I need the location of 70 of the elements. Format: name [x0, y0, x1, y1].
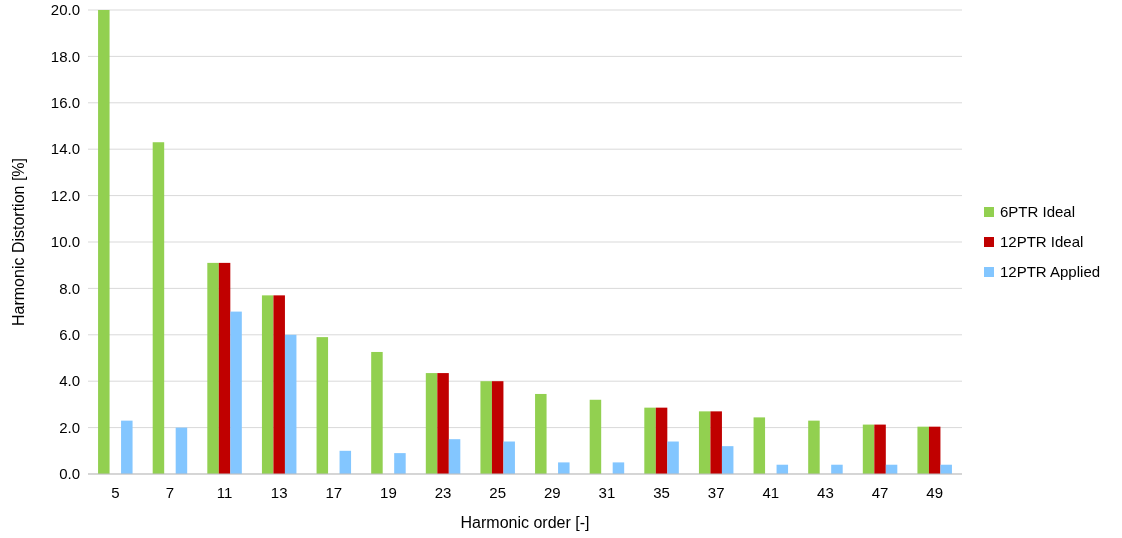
bar	[491, 381, 504, 474]
bar	[721, 446, 734, 474]
bar	[98, 10, 110, 474]
y-tick-label: 0.0	[59, 465, 80, 483]
bar	[753, 417, 766, 474]
x-tick-label: 41	[762, 484, 780, 501]
legend-label: 12PTR Applied	[1000, 263, 1101, 281]
y-tick-label: 18.0	[50, 47, 80, 65]
bar	[558, 462, 570, 474]
bar	[394, 453, 406, 474]
x-tick-label: 49	[926, 484, 944, 501]
legend-label: 6PTR Ideal	[1000, 203, 1076, 221]
bar	[503, 441, 515, 474]
bar	[698, 411, 711, 474]
y-tick-label: 20.0	[50, 1, 80, 19]
bar	[808, 420, 820, 474]
legend-label: 12PTR Ideal	[1000, 233, 1084, 251]
y-tick-label: 4.0	[59, 372, 80, 390]
x-tick-label: 31	[598, 484, 616, 501]
bar	[589, 399, 602, 474]
bar	[121, 420, 133, 474]
x-tick-label: 7	[165, 484, 175, 501]
bar	[437, 373, 449, 474]
x-tick-label: 23	[434, 484, 452, 501]
bar	[874, 424, 886, 474]
bar	[862, 424, 875, 474]
x-tick-label: 11	[216, 484, 233, 501]
x-tick-label: 17	[325, 484, 343, 501]
x-axis-title: Harmonic order [-]	[460, 514, 590, 531]
bar	[928, 426, 941, 474]
x-tick-label: 19	[380, 484, 397, 501]
y-tick-label: 8.0	[59, 279, 80, 297]
x-tick-label: 35	[653, 484, 670, 501]
bar	[371, 351, 383, 474]
bar	[667, 441, 679, 474]
y-tick-label: 16.0	[50, 94, 80, 112]
bar	[284, 334, 297, 474]
y-tick-label: 14.0	[50, 140, 80, 158]
bar	[448, 439, 461, 474]
bar	[207, 262, 219, 474]
y-tick-label: 12.0	[50, 186, 80, 204]
bar	[655, 407, 668, 474]
x-tick-label: 25	[489, 484, 507, 501]
bar	[612, 462, 625, 474]
bar	[339, 450, 352, 474]
x-tick-label: 47	[871, 484, 889, 501]
y-tick-label: 10.0	[50, 233, 80, 251]
bar	[230, 311, 242, 474]
bar	[175, 427, 188, 474]
y-tick-label: 2.0	[59, 418, 80, 436]
bar	[261, 295, 274, 474]
bar	[425, 373, 438, 474]
x-tick-label: 5	[111, 484, 120, 501]
bar	[710, 411, 722, 474]
y-axis-title: Harmonic Distortion [%]	[10, 157, 27, 327]
bar	[273, 295, 285, 474]
bar	[152, 142, 165, 474]
x-tick-label: 13	[270, 484, 288, 501]
bar	[917, 426, 929, 474]
bar	[218, 262, 231, 474]
bar	[831, 464, 843, 474]
bar	[535, 393, 547, 474]
bar	[316, 337, 329, 474]
y-tick-label: 6.0	[59, 326, 80, 344]
bar	[480, 381, 492, 474]
x-tick-label: 29	[543, 484, 561, 501]
bar	[644, 407, 656, 474]
x-tick-label: 37	[707, 484, 725, 501]
bar	[940, 464, 952, 474]
x-tick-label: 43	[817, 484, 834, 501]
